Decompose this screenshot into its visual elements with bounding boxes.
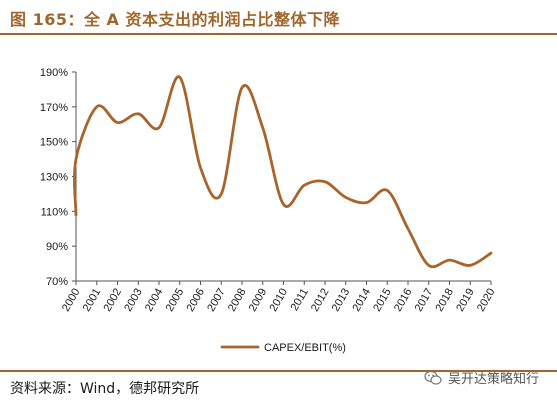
- watermark: 吴开达策略知行: [424, 368, 539, 387]
- source-note: 资料来源：Wind，德邦研究所: [10, 381, 200, 397]
- figure-title: 图 165：全 A 资本支出的利润占比整体下降: [10, 10, 340, 29]
- x-tick-label: 2015: [371, 287, 394, 314]
- x-tick-label: 2008: [226, 287, 249, 314]
- x-tick-label: 2014: [350, 287, 373, 314]
- x-tick-label: 2002: [101, 287, 124, 314]
- wechat-icon: [424, 370, 442, 385]
- x-tick-label: 2020: [475, 287, 498, 314]
- footer-divider: [0, 370, 557, 372]
- x-tick-label: 2012: [309, 287, 332, 314]
- y-tick-label: 90%: [46, 241, 68, 253]
- x-tick-label: 2004: [143, 287, 166, 314]
- x-tick-label: 2006: [184, 287, 207, 314]
- y-tick-label: 190%: [40, 67, 68, 79]
- legend-label: CAPEX/EBIT(%): [264, 342, 346, 354]
- x-tick-label: 2016: [392, 287, 415, 314]
- x-tick-label: 2019: [454, 287, 477, 314]
- line-chart: 70%90%110%130%150%170%190% 2000200120022…: [40, 67, 498, 354]
- y-axis: 70% 90% 110% 130% 150% 170% 190%: [40, 67, 77, 288]
- x-tick-label: 2011: [289, 287, 311, 313]
- title-divider: [0, 33, 557, 35]
- x-tick-label: 2009: [247, 287, 270, 314]
- legend: CAPEX/EBIT(%): [220, 342, 346, 354]
- x-tick-label: 2017: [413, 287, 436, 314]
- x-tick-label: 2005: [164, 287, 187, 314]
- y-tick-label: 150%: [40, 137, 68, 149]
- x-axis: 2000200120022003200420052006200720082009…: [60, 280, 498, 314]
- x-tick-label: 2003: [122, 287, 145, 314]
- x-tick-label: 2013: [330, 287, 353, 314]
- y-tick-label: 70%: [46, 276, 68, 288]
- x-tick-label: 2007: [205, 287, 228, 314]
- series-line: [73, 75, 493, 269]
- watermark-text: 吴开达策略知行: [448, 372, 540, 387]
- x-tick-label: 2018: [433, 287, 456, 314]
- y-tick-label: 170%: [40, 102, 68, 114]
- x-tick-label: 2000: [60, 287, 83, 314]
- series-layer: [73, 75, 493, 269]
- x-tick-label: 2010: [267, 287, 290, 314]
- x-tick-label: 2001: [81, 287, 104, 314]
- y-tick-label: 130%: [40, 172, 68, 184]
- y-tick-label: 110%: [41, 206, 69, 218]
